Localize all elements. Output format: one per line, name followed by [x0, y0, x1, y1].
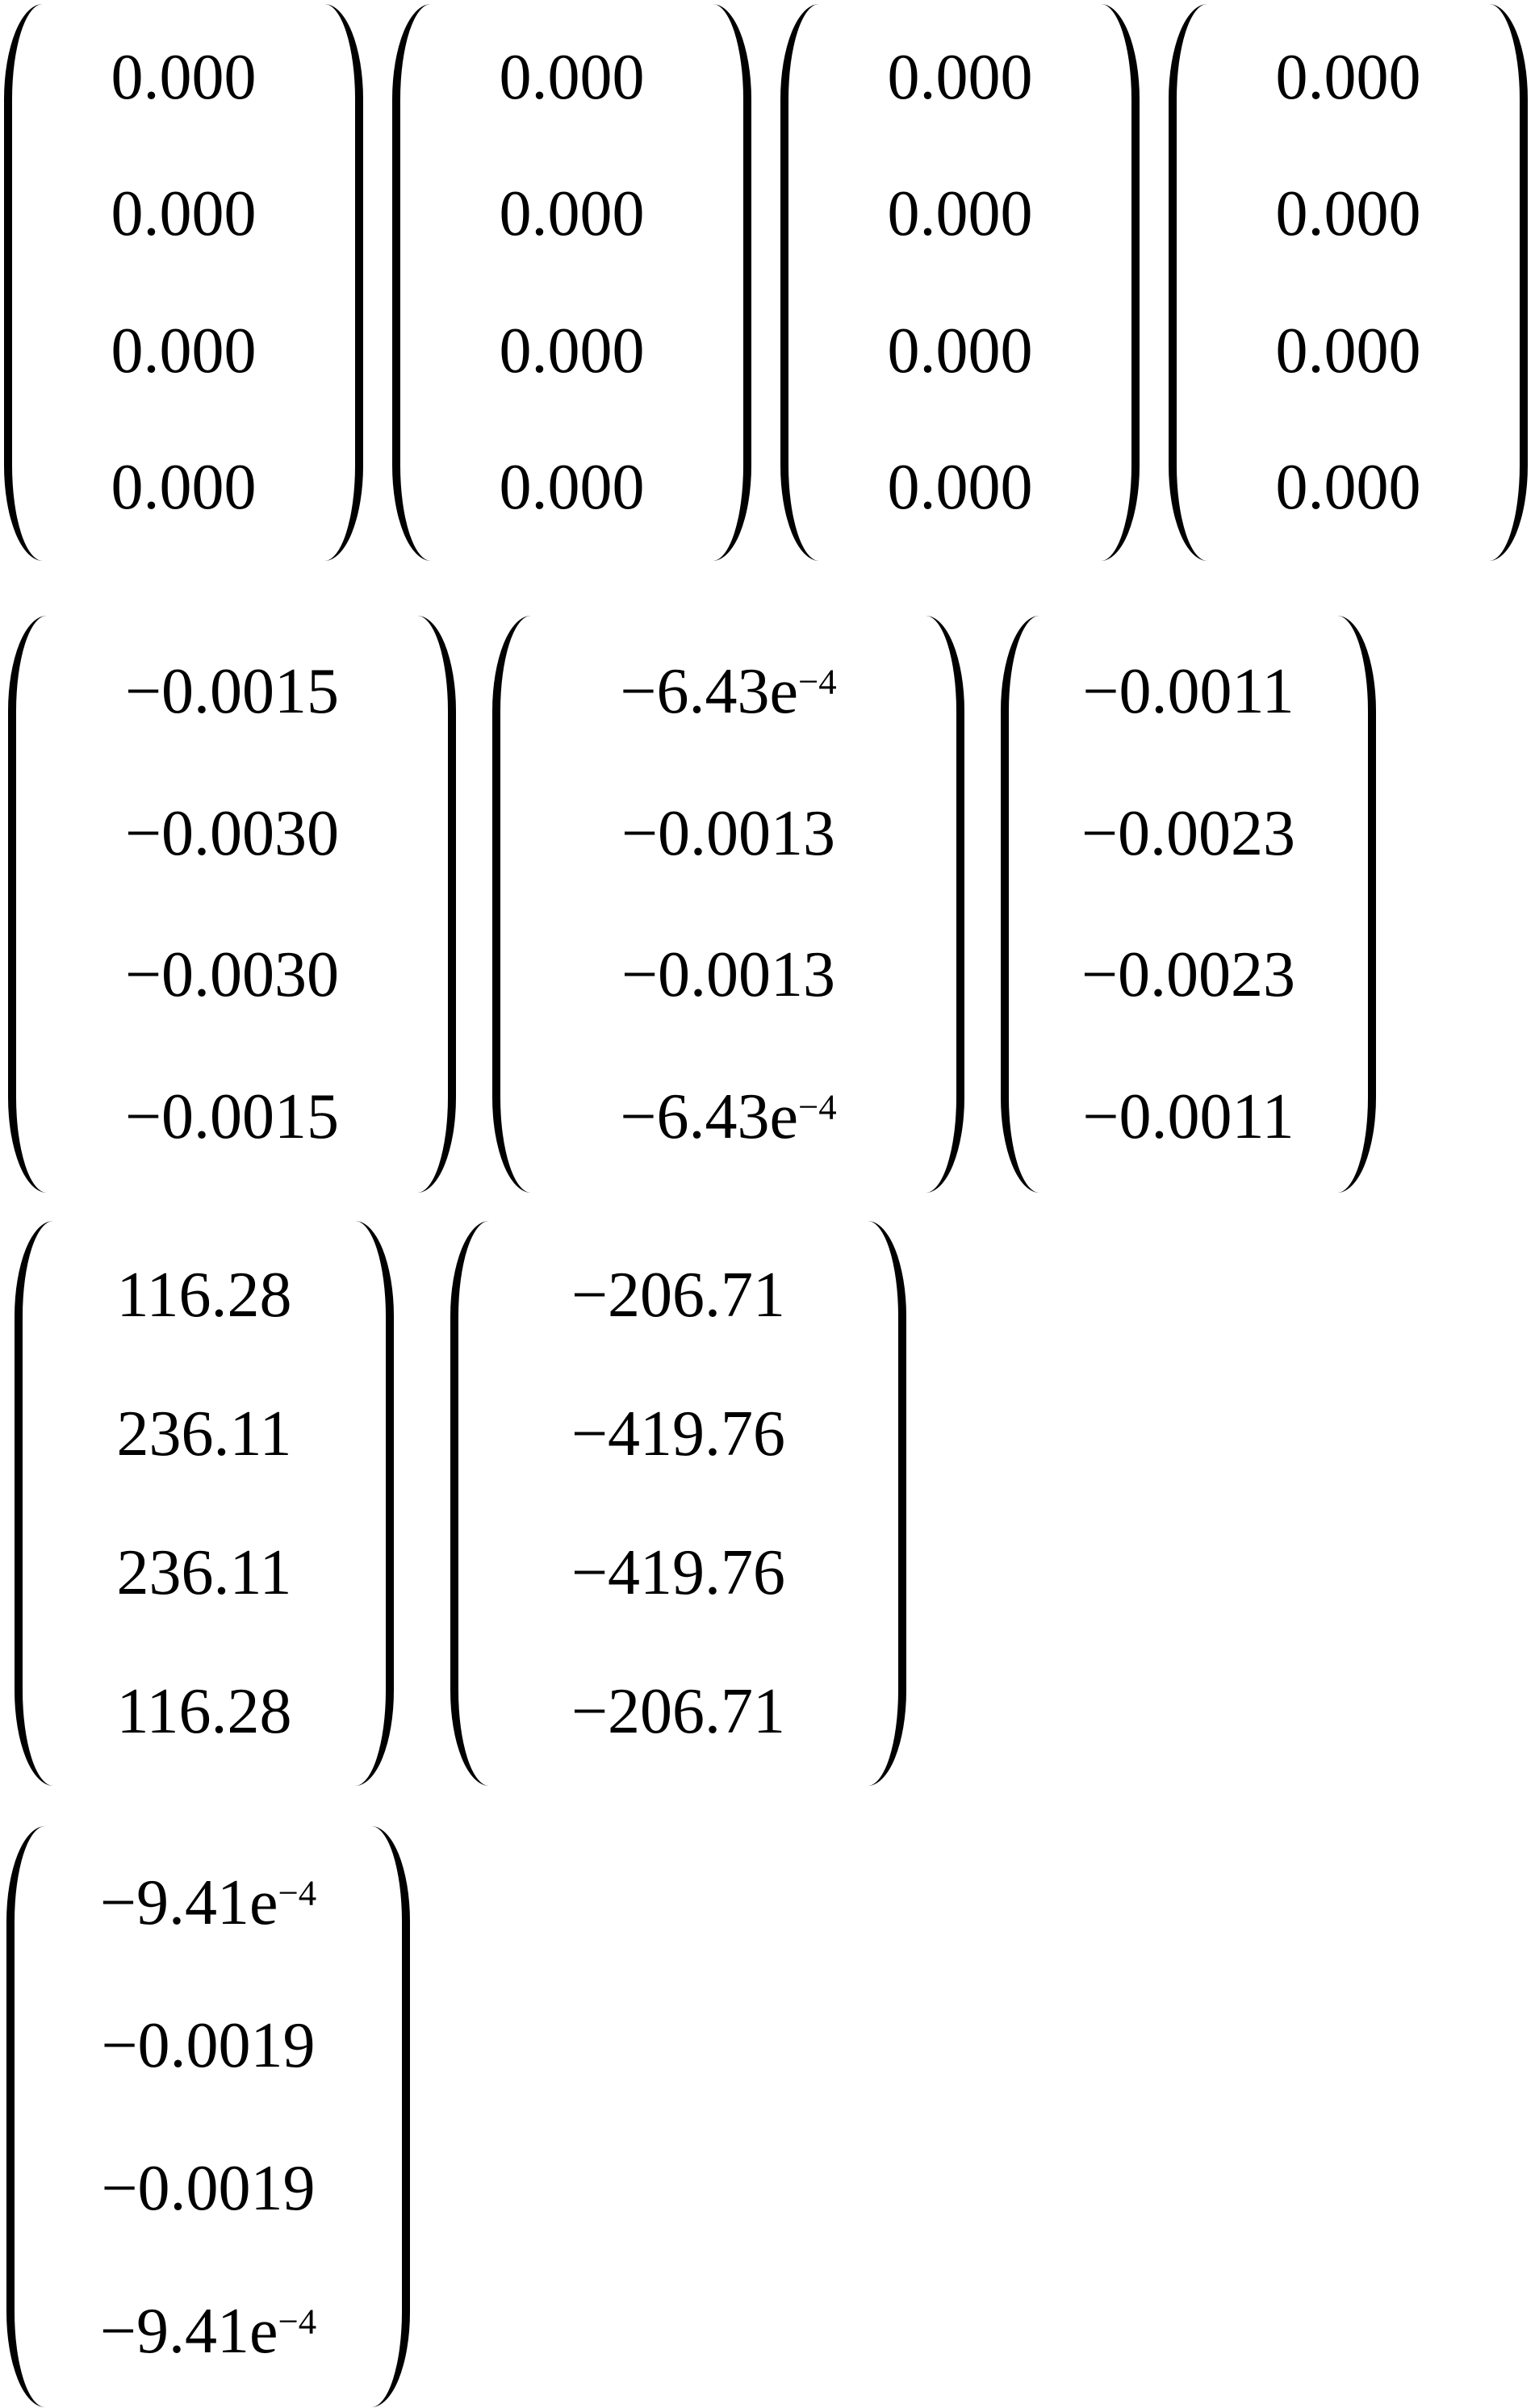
open-paren	[1169, 4, 1215, 561]
vector-value: −0.0019	[101, 2152, 316, 2224]
vector-values: 0.000 0.000 0.000 0.000	[51, 4, 316, 561]
vector-value: −0.0030	[124, 797, 340, 869]
open-paren	[450, 1221, 497, 1786]
open-paren	[492, 616, 539, 1193]
vector-value: 116.28	[116, 1676, 292, 1747]
matrix-vector: 0.000 0.000 0.000 0.000	[1169, 4, 1528, 561]
matrix-vector: 0.000 0.000 0.000 0.000	[780, 4, 1140, 561]
open-paren	[780, 4, 827, 561]
close-paren	[363, 1826, 410, 2407]
matrix-vector: −206.71 −419.76 −419.76 −206.71	[450, 1221, 906, 1786]
vector-values: −9.41e−4 −0.0019 −0.0019 −9.41e−4	[53, 1826, 363, 2407]
vector-value: −0.0023	[1081, 939, 1296, 1011]
vector-value: 0.000	[887, 178, 1033, 250]
matrix-vector: −6.43e−4 −0.0013 −0.0013 −6.43e−4	[492, 616, 964, 1193]
vector-value: 236.11	[116, 1537, 292, 1608]
vector-value: 0.000	[499, 315, 645, 387]
vector-value: −206.71	[571, 1676, 786, 1747]
close-paren	[1093, 4, 1140, 561]
vector-value: −0.0011	[1082, 655, 1295, 727]
vector-value: 0.000	[1275, 452, 1421, 524]
mantissa: −9.41e	[99, 1867, 278, 1938]
close-paren	[316, 4, 363, 561]
vector-value: 0.000	[111, 178, 257, 250]
close-paren	[1329, 616, 1376, 1193]
close-paren	[860, 1221, 906, 1786]
open-paren	[1001, 616, 1048, 1193]
matrix-vector: −9.41e−4 −0.0019 −0.0019 −9.41e−4	[6, 1826, 410, 2407]
exponent: −4	[278, 1872, 317, 1913]
vector-value: −0.0013	[621, 939, 836, 1011]
matrix-vector: 116.28 236.11 236.11 116.28	[15, 1221, 394, 1786]
vector-value: 0.000	[499, 41, 645, 113]
vector-value: 116.28	[116, 1260, 292, 1331]
vector-value: −0.0023	[1081, 797, 1296, 869]
open-paren	[392, 4, 439, 561]
matrix-vector: 0.000 0.000 0.000 0.000	[4, 4, 363, 561]
vector-value: −0.0019	[101, 2009, 316, 2081]
mantissa: −9.41e	[99, 2295, 278, 2367]
vector-value: 0.000	[111, 41, 257, 113]
vector-value: 0.000	[111, 452, 257, 524]
vector-value: 0.000	[1275, 315, 1421, 387]
vector-value: −9.41e−4	[100, 1871, 316, 1935]
vector-row-2: −0.0015 −0.0030 −0.0030 −0.0015 −6.43e−4…	[8, 616, 1535, 1193]
vector-values: 0.000 0.000 0.000 0.000	[827, 4, 1093, 561]
vector-value: 0.000	[1275, 41, 1421, 113]
vector-row-1: 0.000 0.000 0.000 0.000 0.000 0.000 0.00…	[4, 4, 1535, 561]
open-paren	[8, 616, 55, 1193]
open-paren	[6, 1826, 53, 2407]
vector-value: −0.0011	[1082, 1081, 1295, 1153]
vector-value: −419.76	[571, 1537, 786, 1608]
vector-values: −0.0015 −0.0030 −0.0030 −0.0015	[55, 616, 409, 1193]
matrix-vector: −0.0011 −0.0023 −0.0023 −0.0011	[1001, 616, 1376, 1193]
open-paren	[4, 4, 51, 561]
vector-row-3: 116.28 236.11 236.11 116.28 −206.71 −419…	[15, 1221, 1535, 1786]
exponent: −4	[278, 2301, 317, 2342]
vector-value: −419.76	[571, 1398, 786, 1469]
close-paren	[347, 1221, 394, 1786]
vector-value: −6.43e−4	[620, 1085, 836, 1149]
vector-value: −0.0030	[124, 939, 340, 1011]
close-paren	[1481, 4, 1528, 561]
vector-value: 236.11	[116, 1398, 292, 1469]
vector-values: −206.71 −419.76 −419.76 −206.71	[497, 1221, 860, 1786]
vector-value: −0.0015	[124, 1081, 340, 1153]
vector-values: −0.0011 −0.0023 −0.0023 −0.0011	[1048, 616, 1329, 1193]
matrix-vector: −0.0015 −0.0030 −0.0030 −0.0015	[8, 616, 456, 1193]
mantissa: −6.43e	[620, 1081, 798, 1153]
vector-value: 0.000	[887, 452, 1033, 524]
close-paren	[705, 4, 751, 561]
exponent: −4	[797, 1086, 837, 1127]
vector-values: 0.000 0.000 0.000 0.000	[439, 4, 705, 561]
vector-value: 0.000	[499, 178, 645, 250]
vector-value: −0.0013	[621, 797, 836, 869]
mantissa: −6.43e	[620, 655, 798, 727]
vector-value: −0.0015	[124, 655, 340, 727]
vector-values: 0.000 0.000 0.000 0.000	[1215, 4, 1481, 561]
vector-value: −9.41e−4	[100, 2299, 316, 2364]
matrix-vector: 0.000 0.000 0.000 0.000	[392, 4, 751, 561]
close-paren	[918, 616, 964, 1193]
close-paren	[409, 616, 456, 1193]
vector-value: 0.000	[499, 452, 645, 524]
vector-value: 0.000	[887, 41, 1033, 113]
vector-row-4: −9.41e−4 −0.0019 −0.0019 −9.41e−4	[6, 1826, 1535, 2407]
vector-value: 0.000	[1275, 178, 1421, 250]
exponent: −4	[797, 661, 837, 702]
vector-values: 116.28 236.11 236.11 116.28	[61, 1221, 347, 1786]
vector-values: −6.43e−4 −0.0013 −0.0013 −6.43e−4	[539, 616, 918, 1193]
vector-value: −206.71	[571, 1260, 786, 1331]
vector-value: 0.000	[887, 315, 1033, 387]
vector-value: 0.000	[111, 315, 257, 387]
open-paren	[15, 1221, 61, 1786]
vector-value: −6.43e−4	[620, 659, 836, 724]
